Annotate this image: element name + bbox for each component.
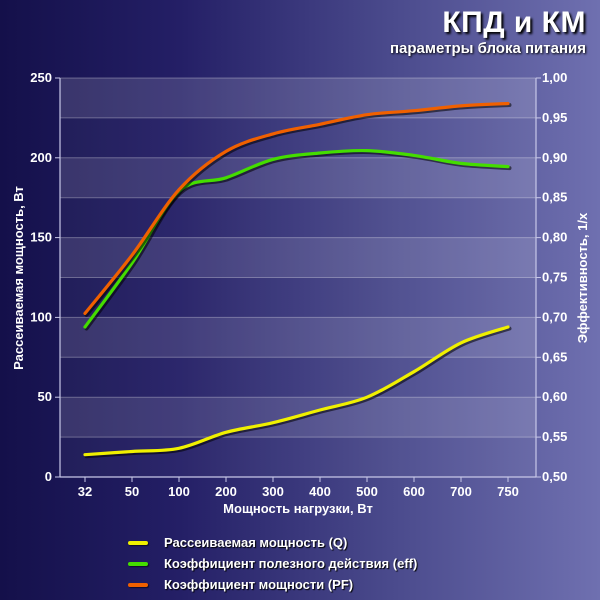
y-axis-left-label: Рассеиваемая мощность, Вт [11,186,26,370]
y-right-tick-label: 0,70 [542,309,567,324]
y-right-tick-label: 0,85 [542,190,567,205]
y-right-tick-label: 0,75 [542,270,567,285]
legend-swatch-eff [128,561,148,566]
x-tick-label: 50 [125,484,139,499]
x-tick-label: 750 [497,484,519,499]
legend: Рассеиваемая мощность (Q) Коэффициент по… [128,532,417,595]
legend-label-q: Рассеиваемая мощность (Q) [164,535,348,550]
series-line-pf-shadow [84,103,512,317]
plot-band [60,437,536,477]
x-axis-label: Мощность нагрузки, Вт [223,501,373,516]
plot-band [60,117,536,158]
y-left-tick-label: 0 [45,469,52,484]
axes [55,77,541,482]
x-tick-label: 500 [356,484,378,499]
chart-subtitle: параметры блока питания [389,40,586,57]
x-tick-label: 400 [309,484,331,499]
legend-item-eff: Коэффициент полезного действия (eff) [128,553,417,574]
plot-band [60,78,536,118]
x-tick-label: 32 [78,484,92,499]
y-right-tick-label: 1,00 [542,70,567,85]
plot-area-background [60,78,536,477]
y-axis-right-label: Эффективность, 1/x [575,212,590,343]
plot-band [60,357,536,398]
legend-label-eff: Коэффициент полезного действия (eff) [164,556,418,571]
y-left-tick-label: 50 [38,389,52,404]
x-tick-label: 100 [168,484,190,499]
tick-labels: 0 50 100 150 200 250 0,50 0,55 0,60 0,65 0,70 0,75 0… [30,70,567,499]
x-tick-label: 200 [215,484,237,499]
plot-band [60,197,536,238]
y-right-tick-label: 0,50 [542,469,567,484]
plot-band [60,277,536,318]
legend-swatch-q [128,540,148,545]
y-left-tick-label: 200 [30,150,52,165]
chart-title: КПД и КМ [442,6,586,39]
series-lines [83,101,512,459]
legend-item-q: Рассеиваемая мощность (Q) [128,532,417,553]
series-line-pf [83,101,510,315]
x-tick-label: 700 [450,484,472,499]
legend-label-pf: Коэффициент мощности (PF) [164,577,354,592]
y-right-tick-label: 0,65 [542,349,567,364]
y-left-tick-label: 150 [30,230,52,245]
y-right-tick-label: 0,55 [542,429,567,444]
y-left-tick-label: 250 [30,70,52,85]
x-tick-label: 300 [262,484,284,499]
legend-swatch-pf [128,582,148,587]
series-line-q [83,325,510,457]
y-right-tick-label: 0,95 [542,110,567,125]
y-left-tick-label: 100 [30,309,52,324]
legend-item-pf: Коэффициент мощности (PF) [128,574,417,595]
plot-band [60,317,536,358]
y-right-tick-label: 0,80 [542,230,567,245]
y-right-tick-label: 0,90 [542,150,567,165]
x-tick-label: 600 [403,484,425,499]
y-right-tick-label: 0,60 [542,389,567,404]
series-line-q-shadow [84,326,512,459]
